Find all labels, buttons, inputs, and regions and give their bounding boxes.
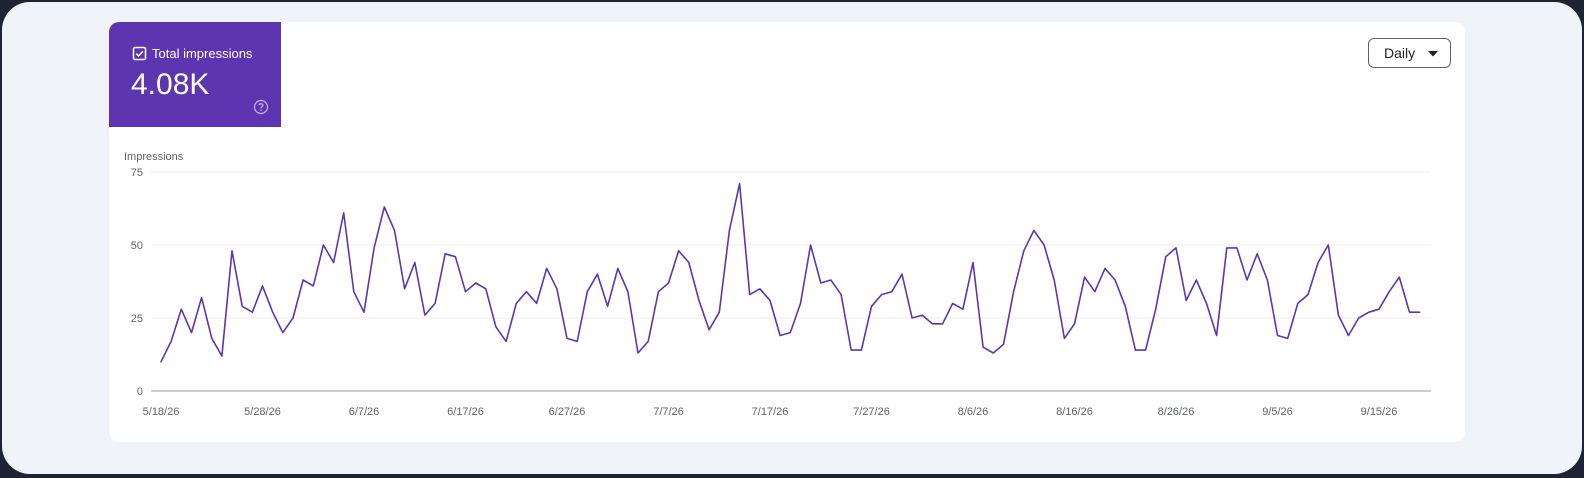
x-tick-label: 5/28/26 [244, 406, 281, 418]
impressions-series-line [160, 182, 1421, 363]
y-tick-label: 50 [131, 240, 143, 252]
y-tick-label: 0 [137, 386, 143, 398]
x-tick-label: 8/26/26 [1158, 406, 1195, 418]
granularity-dropdown[interactable]: Daily [1368, 38, 1451, 68]
x-tick-label: 8/6/26 [958, 406, 989, 418]
x-tick-label: 6/7/26 [349, 406, 380, 418]
metric-label: Total impressions [152, 46, 253, 61]
impressions-line-chart: Impressions 0 25 50 75 5/18/26 5/28/26 6/7/26 6/… [124, 151, 1431, 418]
checkbox-checked-icon[interactable] [132, 46, 147, 61]
y-tick-label: 25 [131, 313, 143, 325]
caret-down-icon [1428, 51, 1438, 57]
y-axis-title: Impressions [124, 151, 184, 163]
granularity-selected-value: Daily [1384, 45, 1416, 61]
help-icon[interactable] [253, 99, 269, 115]
x-tick-label: 9/5/26 [1262, 406, 1293, 418]
x-tick-label: 6/27/26 [549, 406, 586, 418]
x-tick-label: 8/16/26 [1056, 406, 1093, 418]
y-tick-label: 75 [131, 167, 143, 179]
x-tick-label: 7/7/26 [653, 406, 684, 418]
x-tick-label: 9/15/26 [1361, 406, 1398, 418]
x-tick-label: 6/17/26 [447, 406, 484, 418]
performance-card: Impressions 0 25 50 75 5/18/26 5/28/26 6/7/26 6/… [109, 22, 1465, 442]
x-tick-label: 7/27/26 [853, 406, 890, 418]
metric-value: 4.08K [131, 68, 210, 101]
x-tick-label: 5/18/26 [143, 406, 180, 418]
x-tick-label: 7/17/26 [752, 406, 789, 418]
metric-header: Total impressions [132, 46, 252, 61]
total-impressions-tile[interactable]: Total impressions 4.08K [109, 22, 281, 127]
